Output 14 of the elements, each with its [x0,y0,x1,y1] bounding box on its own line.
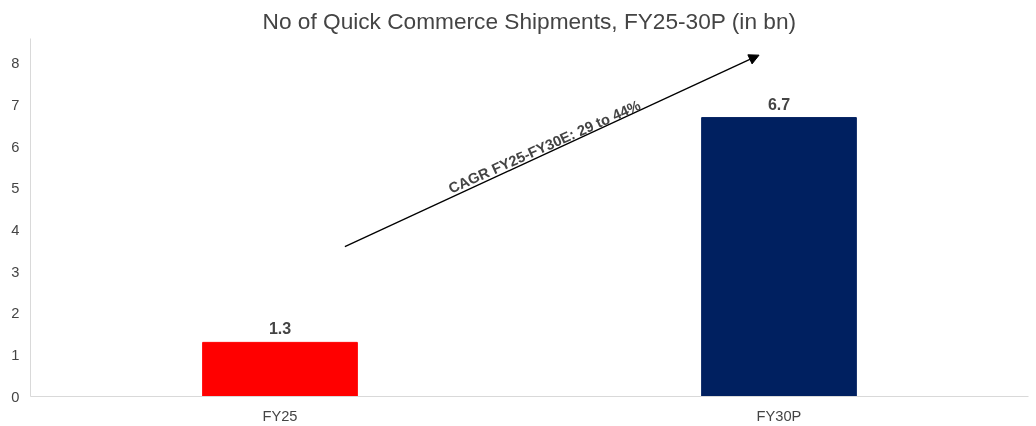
x-tick-label: FY30P [756,407,802,424]
data-label: 6.7 [767,95,791,113]
y-tick-label: 7 [11,97,20,114]
chart-title: No of Quick Commerce Shipments, FY25-30P (in bn) [262,7,797,34]
y-tick-label: 6 [11,138,20,155]
y-tick-label: 3 [11,263,20,280]
x-tick-label: FY25 [262,407,298,424]
y-tick-label: 1 [11,346,20,363]
y-tick-label: 5 [11,180,20,197]
y-tick-label: 8 [11,55,20,72]
y-tick-label: 0 [11,388,20,405]
y-tick-label: 2 [11,305,20,322]
data-label: 1.3 [268,320,292,338]
y-tick-label: 4 [11,221,20,238]
